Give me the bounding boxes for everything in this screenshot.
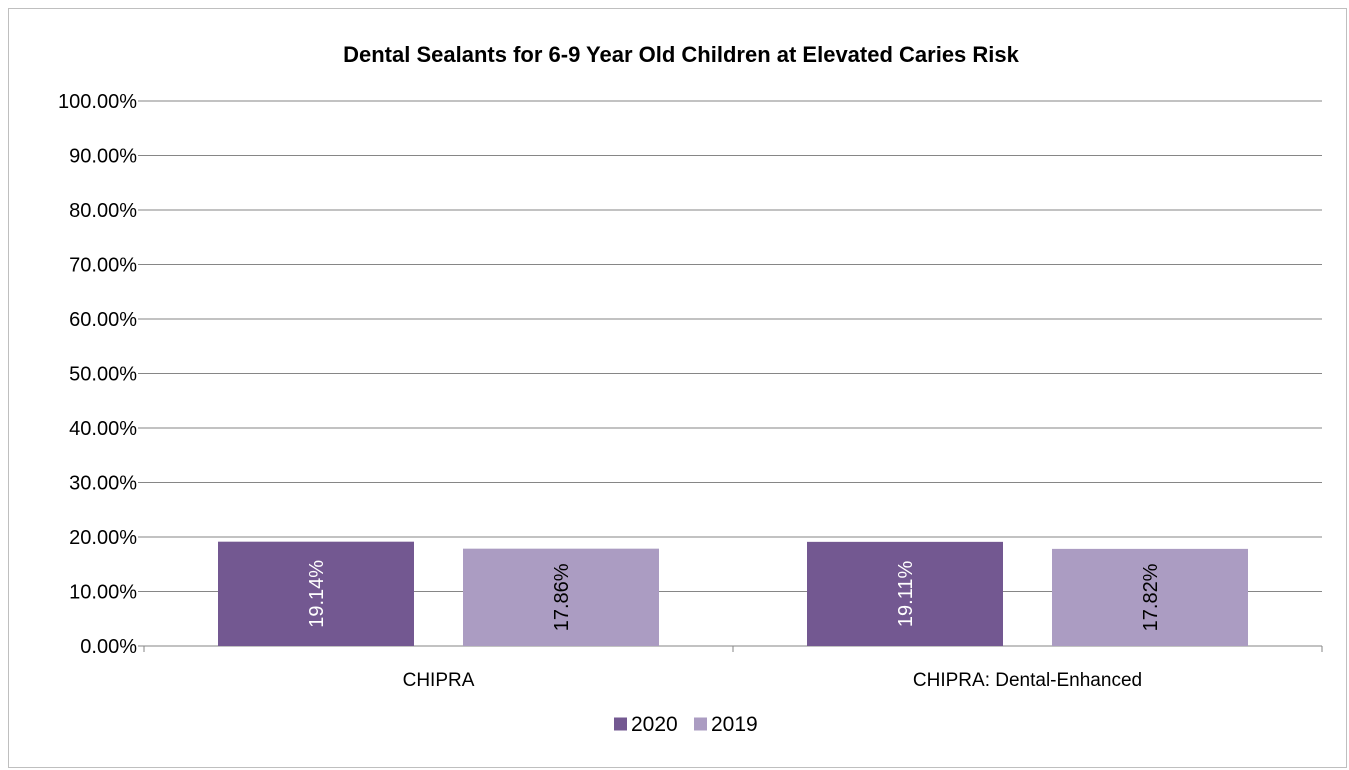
legend-label: 2019 (711, 713, 758, 736)
x-category-label: CHIPRA (403, 670, 475, 691)
bars (218, 541, 1248, 646)
legend-label: 2020 (631, 713, 678, 736)
bar-2020 (807, 541, 1003, 646)
chart-title: Dental Sealants for 6-9 Year Old Childre… (343, 42, 1020, 67)
y-tick-label: 70.00% (69, 255, 137, 277)
legend: 2020 2019 (614, 713, 758, 736)
y-axis-tick-labels: 0.00% 10.00% 20.00% 30.00% 40.00% 50.00% 60.00… (58, 91, 137, 658)
bar-data-label: 17.82% (1140, 563, 1162, 631)
bar-data-labels: 19.14% 17.86% 19.11% 17.82% (306, 560, 1162, 632)
y-tick-label: 80.00% (69, 200, 137, 222)
bar-2020 (218, 541, 414, 646)
y-tick-label: 100.00% (58, 91, 137, 113)
bar-chart: Dental Sealants for 6-9 Year Old Childre… (58, 42, 1323, 736)
bar-data-label: 17.86% (551, 563, 573, 631)
y-tick-label: 90.00% (69, 146, 137, 168)
y-tick-label: 0.00% (80, 636, 137, 658)
bar-2019 (463, 548, 659, 646)
y-tick-label: 30.00% (69, 473, 137, 495)
y-tick-label: 60.00% (69, 309, 137, 331)
legend-swatch-2019 (694, 717, 707, 731)
y-tick-label: 50.00% (69, 364, 137, 386)
chart-frame: Dental Sealants for 6-9 Year Old Childre… (8, 8, 1347, 768)
x-axis-category-labels: CHIPRA CHIPRA: Dental-Enhanced (403, 670, 1142, 691)
y-tick-label: 10.00% (69, 582, 137, 604)
legend-swatch-2020 (614, 717, 627, 731)
bar-data-label: 19.14% (306, 560, 328, 628)
bar-data-label: 19.11% (895, 561, 917, 628)
y-tick-label: 20.00% (69, 527, 137, 549)
x-category-label: CHIPRA: Dental-Enhanced (913, 670, 1142, 691)
bar-2019 (1052, 548, 1248, 646)
y-tick-label: 40.00% (69, 418, 137, 440)
